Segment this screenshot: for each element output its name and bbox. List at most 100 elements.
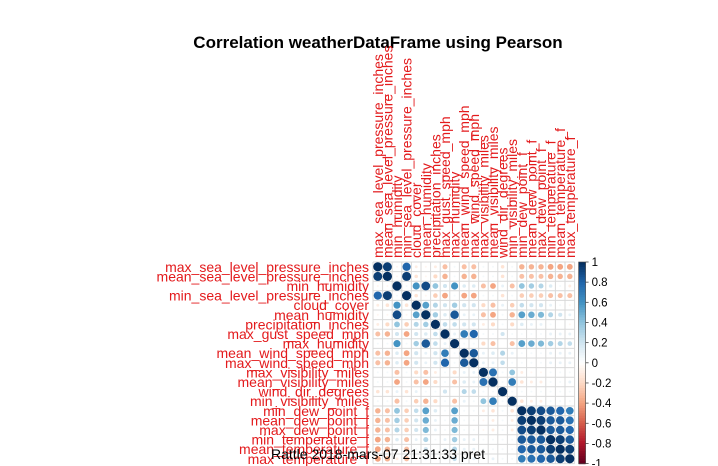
correlation-circle [528,273,534,279]
correlation-circle [568,371,571,374]
correlation-circle [422,426,429,434]
legend-tick-label: 0.2 [592,338,608,350]
correlation-circle [424,294,427,297]
row-label: max_wind_speed_mph [225,355,369,371]
row-label: max_visibility_miles [246,364,369,380]
correlation-circle [414,390,418,394]
correlation-circle [443,400,447,403]
correlation-circle [451,407,459,415]
correlation-circle [529,303,534,308]
column-label: min_visibility_miles [504,139,520,258]
correlation-circle [511,294,514,297]
correlation-circle [507,396,517,406]
correlation-circle [568,304,571,307]
legend-color-step [578,370,586,374]
legend-color-step [578,325,586,329]
correlation-circle [481,322,485,326]
correlation-circle [451,417,458,424]
legend-color-step [578,461,586,465]
correlation-circle [528,311,535,319]
correlation-circle [557,341,563,347]
correlation-circle [414,351,419,356]
legend-color-step [578,362,586,366]
legend-color-step [578,445,586,450]
legend-color-step [578,443,586,447]
correlation-circle [412,311,420,319]
correlation-circle [442,264,448,270]
legend-tick-label: -0.2 [592,378,612,390]
correlation-circle [526,406,536,416]
correlation-circle [394,321,400,328]
correlation-circle [413,340,419,347]
correlation-circle [511,448,514,451]
correlation-circle [393,301,401,309]
correlation-circle [405,313,408,316]
correlation-circle [404,408,409,414]
correlation-circle [509,302,515,308]
legend-color-step [578,433,586,437]
correlation-circle [546,425,555,435]
correlation-circle [433,274,438,279]
correlation-circle [422,301,430,309]
correlation-circle [511,265,514,268]
correlation-circle [462,284,466,288]
correlation-circle [423,369,429,375]
legend-color-step [578,284,586,288]
correlation-circle [491,275,495,278]
row-label: max_humidity [283,336,369,352]
correlation-circle [500,265,505,269]
correlation-circle [443,409,447,412]
correlation-circle [501,303,505,307]
correlation-circle [482,419,485,422]
correlation-circle [565,444,575,454]
row-label: cloud_cover [294,297,370,313]
row-label: mean_sea_level_pressure_inches [157,268,369,284]
correlation-circle [386,284,389,288]
correlation-circle [520,380,524,384]
legend-color-step [578,335,586,339]
correlation-circle [537,311,545,318]
correlation-circle [413,408,419,414]
correlation-circle [557,263,564,270]
column-label: mean_humidity [418,163,434,258]
row-label: mean_humidity [274,307,369,323]
correlation-circle [384,456,391,462]
correlation-circle [501,323,504,326]
correlation-circle [433,341,438,346]
correlation-circle [567,341,573,346]
correlation-circle [403,331,410,337]
correlation-circle [394,369,400,375]
legend-color-step [578,382,586,387]
correlation-circle [511,390,514,393]
correlation-circle [442,273,448,280]
correlation-circle [559,284,562,288]
correlation-circle [489,368,497,377]
correlation-circle [489,397,497,406]
row-label: max_temperature_f [248,451,370,466]
legend-color-step [578,458,586,462]
correlation-circle [480,283,486,289]
correlation-circle [392,281,402,291]
correlation-circle [480,312,486,318]
correlation-circle [471,264,477,270]
correlation-circle [555,444,565,454]
legend-color-step [578,337,586,341]
correlation-circle [404,456,410,462]
legend-color-step [578,262,586,266]
correlation-circle [414,418,419,423]
correlation-circle [530,390,533,393]
correlation-cells [373,262,575,464]
legend-tick-label: 0 [592,358,598,370]
column-label: min_humidity [389,176,405,258]
correlation-circle [404,437,410,443]
correlation-circle [472,409,475,412]
legend-color-step [578,279,586,283]
correlation-circle [463,428,466,432]
correlation-circle [565,435,575,444]
correlation-circle [472,370,476,374]
correlation-circle [519,293,525,298]
correlation-circle [491,351,495,355]
correlation-circle [558,351,562,355]
correlation-circle [548,293,554,299]
correlation-circle [402,262,411,271]
